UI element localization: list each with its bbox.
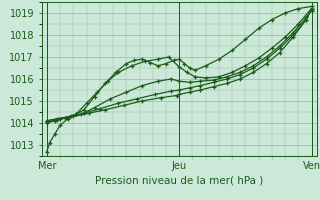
X-axis label: Pression niveau de la mer( hPa ): Pression niveau de la mer( hPa )	[95, 175, 263, 185]
